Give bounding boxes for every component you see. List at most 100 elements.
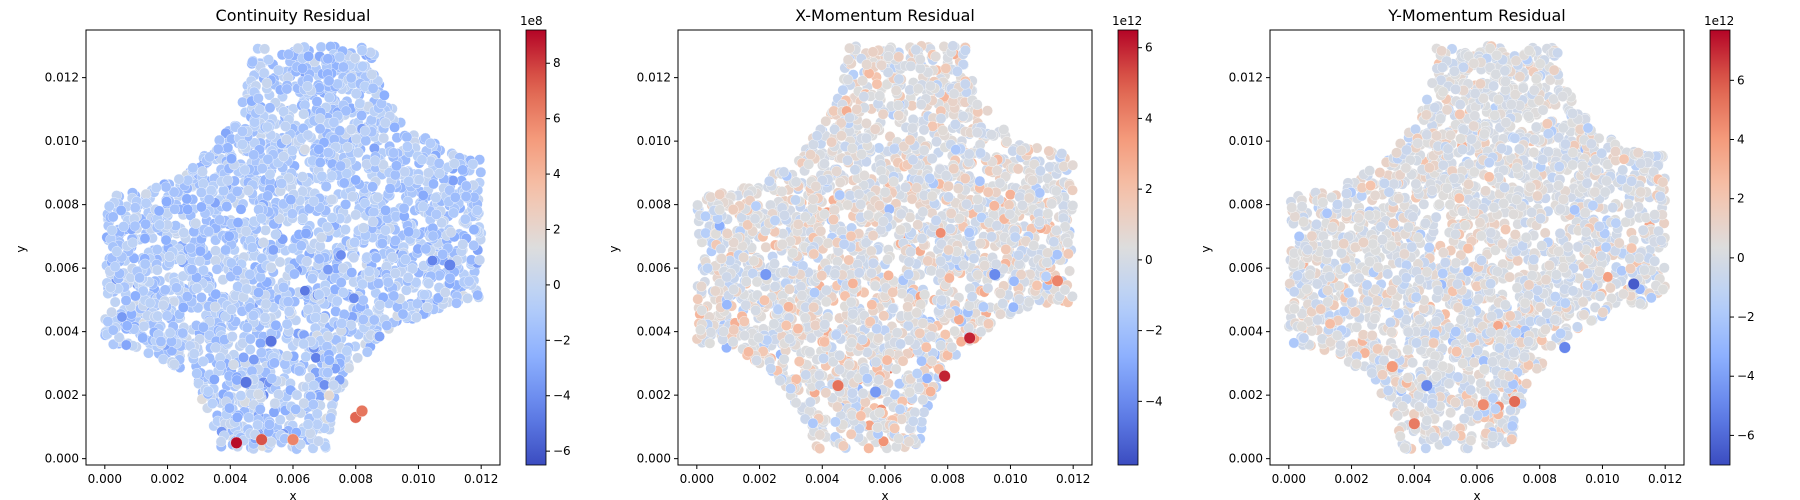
data-point [313,253,325,265]
data-point [341,345,353,357]
data-point [988,200,1000,212]
data-point [832,401,843,413]
data-point [943,191,954,203]
data-point [896,288,908,299]
data-point [326,212,338,224]
data-point [264,419,275,430]
data-point [242,185,254,196]
data-point [286,145,298,157]
data-point [1005,189,1016,200]
data-point [282,296,294,308]
data-point [260,298,272,310]
data-point [313,289,325,301]
data-point [401,284,412,296]
data-point [936,238,947,250]
data-point [175,254,187,265]
data-point [258,237,269,248]
data-point [873,374,885,386]
data-point [311,408,323,420]
data-point [917,394,929,406]
data-point [830,416,841,428]
y-tick-label: 0.006 [45,261,79,275]
data-point [254,403,266,415]
data-point [844,42,855,54]
data-point [256,163,268,174]
data-point [345,72,357,84]
data-point [323,75,335,87]
data-point [323,92,335,104]
data-point [263,54,274,66]
data-point [367,216,379,228]
data-point [256,347,267,359]
data-point [352,147,364,159]
data-point [378,89,390,101]
data-point [407,263,418,275]
data-point [304,428,316,439]
data-point [169,203,181,215]
data-point [831,165,842,177]
data-point [225,257,237,269]
data-point [115,205,127,216]
data-point [210,245,221,257]
data-point [340,199,352,210]
data-point [338,61,349,73]
data-point [195,245,206,257]
data-point [918,145,930,156]
data-point [925,80,936,92]
data-point [253,287,264,298]
data-point [784,283,795,295]
data-point [181,291,193,302]
data-point [276,178,287,189]
data-point [345,124,357,135]
data-point [399,166,411,178]
data-point [313,143,325,155]
data-point [139,233,151,244]
data-point [302,81,313,92]
data-point [445,226,457,238]
data-point [260,224,271,236]
data-point [1044,161,1055,173]
data-point [863,442,875,454]
data-point [721,271,733,283]
data-point [363,266,375,277]
data-point [937,125,949,136]
data-point [742,219,754,231]
data-point [367,181,378,193]
data-point [289,268,300,280]
data-point [255,433,268,446]
data-point [913,382,925,394]
data-point [265,262,277,273]
colorbar-tick-label: 4 [553,167,561,181]
data-point [335,249,347,261]
data-point [457,239,469,250]
data-point [474,254,486,266]
panel-x-momentum-residual: X-Momentum Residual y x 1e12 0.000 0.002 0… [607,6,1163,500]
data-point [384,183,396,194]
data-point [437,248,449,260]
data-point [769,258,780,270]
data-point [231,186,243,197]
data-point [925,386,936,397]
data-point [262,190,273,202]
data-point [897,355,909,367]
data-point [417,201,429,213]
data-point [264,102,276,114]
data-point [223,230,235,242]
data-point [834,350,845,361]
colorbar-tick-label: 0 [553,278,561,292]
data-point [936,294,948,306]
data-point [228,359,239,371]
data-point [860,237,872,249]
data-point [300,228,312,239]
data-point [320,181,332,192]
data-point [715,243,727,255]
data-point [299,285,311,297]
data-point [297,62,308,74]
data-point [340,105,352,117]
data-point [738,252,750,263]
y-tick-label: 0.004 [45,325,79,339]
data-point [914,327,926,339]
data-point [845,230,857,242]
data-point [273,64,284,76]
data-point [851,103,863,115]
